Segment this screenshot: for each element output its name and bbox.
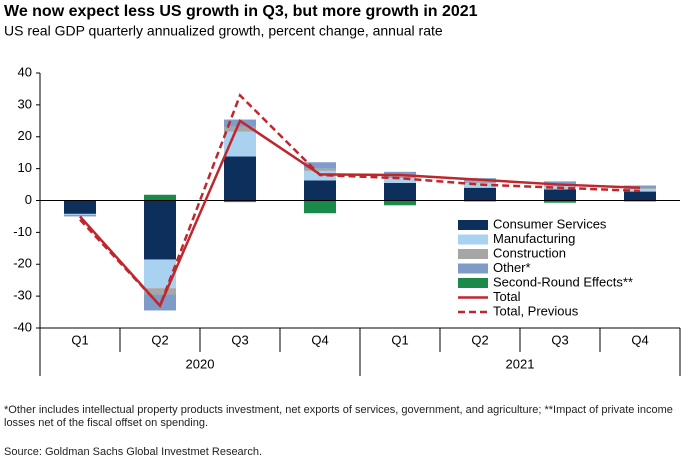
bar-segment xyxy=(304,180,336,201)
group-label: 2021 xyxy=(506,356,535,371)
bar-segment xyxy=(304,168,336,171)
y-tick-label: 10 xyxy=(18,160,32,175)
bar-segment xyxy=(464,187,496,201)
bar-segment xyxy=(304,162,336,169)
bar-segment xyxy=(64,213,96,215)
bar-segment xyxy=(64,200,96,214)
legend-swatch xyxy=(458,249,488,259)
bar-segment xyxy=(144,294,176,311)
bar-segment xyxy=(224,126,256,132)
bar-segment xyxy=(464,181,496,183)
bar-segment xyxy=(464,182,496,188)
y-tick-label: 20 xyxy=(18,128,32,143)
bar-segment xyxy=(144,288,176,295)
x-tick-label: Q1 xyxy=(71,332,88,347)
bar-segment xyxy=(304,200,336,214)
source: Source: Goldman Sachs Global Investmet R… xyxy=(4,446,263,458)
y-tick-label: 40 xyxy=(18,64,32,79)
legend-label: Consumer Services xyxy=(493,216,607,231)
y-tick-label: -30 xyxy=(13,288,32,303)
bar-segment xyxy=(64,214,96,217)
x-tick-label: Q4 xyxy=(311,332,328,347)
x-tick-label: Q3 xyxy=(231,332,248,347)
bar-segment xyxy=(224,200,256,203)
legend-swatch xyxy=(458,278,488,288)
y-tick-label: -10 xyxy=(13,224,32,239)
bar-segment xyxy=(224,156,256,201)
y-tick-label: 30 xyxy=(18,96,32,111)
x-tick-label: Q2 xyxy=(471,332,488,347)
line xyxy=(79,93,641,309)
bar-segment xyxy=(144,200,176,260)
bar-segment xyxy=(144,194,176,201)
legend-label: Second-Round Effects** xyxy=(493,274,633,289)
group-label: 2020 xyxy=(186,356,215,371)
bar-segment xyxy=(384,176,416,179)
x-tick-label: Q3 xyxy=(551,332,568,347)
y-tick-label: 0 xyxy=(25,192,32,207)
x-tick-label: Q1 xyxy=(391,332,408,347)
bar-segment xyxy=(384,200,416,206)
x-tick-label: Q2 xyxy=(151,332,168,347)
line xyxy=(79,118,641,308)
y-tick-label: -20 xyxy=(13,256,32,271)
legend-label: Other* xyxy=(493,260,531,275)
footnote: *Other includes intellectual property pr… xyxy=(4,404,673,429)
legend-swatch xyxy=(458,220,488,230)
chart-subtitle: US real GDP quarterly annualized growth,… xyxy=(4,23,443,39)
chart: We now expect less US growth in Q3, but … xyxy=(4,3,681,376)
bar-segment xyxy=(544,181,576,185)
bar-segment xyxy=(384,178,416,183)
legend-swatch xyxy=(458,234,488,245)
x-tick-label: Q4 xyxy=(631,332,648,347)
legend-label: Total, Previous xyxy=(493,303,579,318)
bar-segment xyxy=(624,191,656,201)
bar-segment xyxy=(544,200,576,203)
chart-title: We now expect less US growth in Q3, but … xyxy=(4,3,478,20)
bar-segment xyxy=(544,189,576,201)
legend-label: Total xyxy=(493,289,521,304)
legend-label: Construction xyxy=(493,245,566,260)
bar-segment xyxy=(144,259,176,289)
y-tick-label: -40 xyxy=(13,319,32,334)
bar-segment xyxy=(624,188,656,190)
legend-label: Manufacturing xyxy=(493,231,575,246)
bar-segment xyxy=(384,182,416,201)
legend-swatch xyxy=(458,263,488,274)
